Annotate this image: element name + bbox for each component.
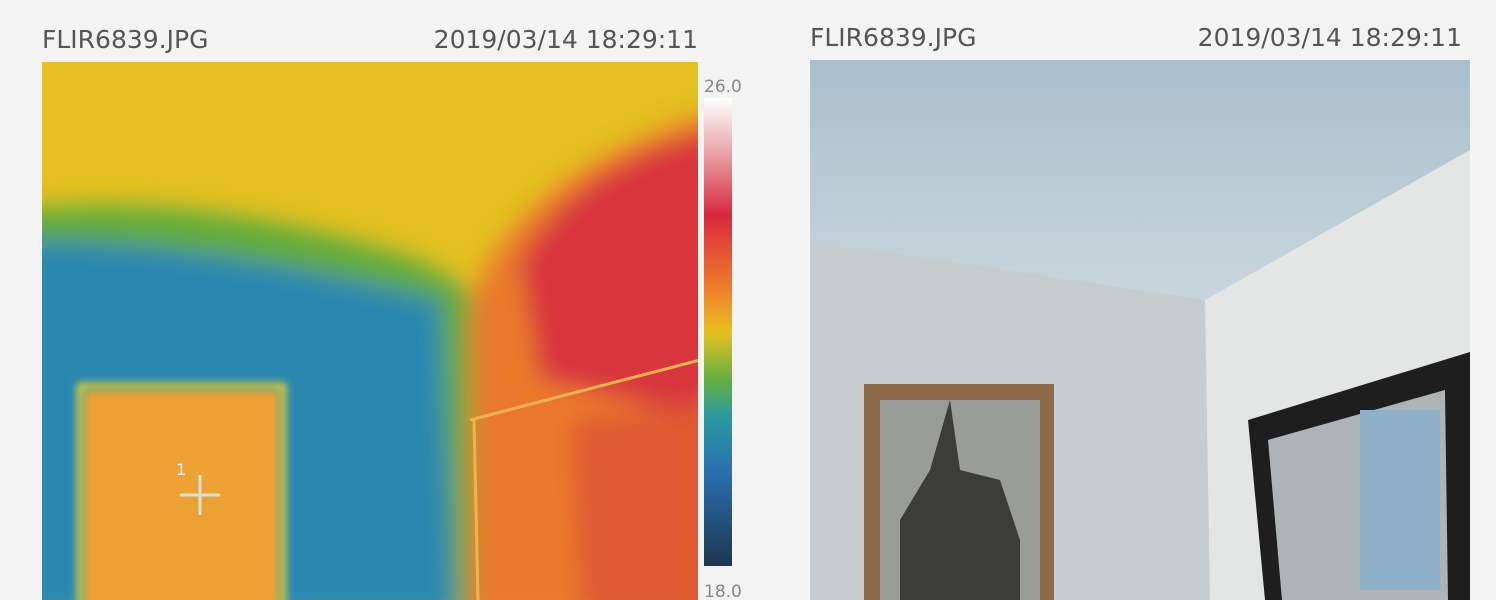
photo-picture-scene xyxy=(900,400,1020,600)
thermal-frame-edge xyxy=(77,383,286,600)
photo-ceiling xyxy=(810,60,1470,300)
thermal-red-lower xyxy=(570,402,698,600)
photo-filename: FLIR6839.JPG xyxy=(810,23,976,52)
photo-mirror-reflection xyxy=(1360,410,1440,590)
scale-max: 26.0 xyxy=(704,77,742,97)
thermal-filename: FLIR6839.JPG xyxy=(42,25,208,54)
thermal-image: 1 xyxy=(42,62,698,600)
photo-timestamp: 2019/03/14 18:29:11 xyxy=(1198,23,1462,52)
visual-photo xyxy=(810,60,1470,600)
spot-label: 1 xyxy=(176,460,186,479)
thermal-mirror-edge xyxy=(469,358,698,422)
color-scale xyxy=(704,98,732,566)
thermal-timestamp: 2019/03/14 18:29:11 xyxy=(434,25,698,54)
thermal-red xyxy=(520,135,698,416)
scale-min: 18.0 xyxy=(704,582,742,600)
thermal-mirror-edge xyxy=(472,419,480,600)
